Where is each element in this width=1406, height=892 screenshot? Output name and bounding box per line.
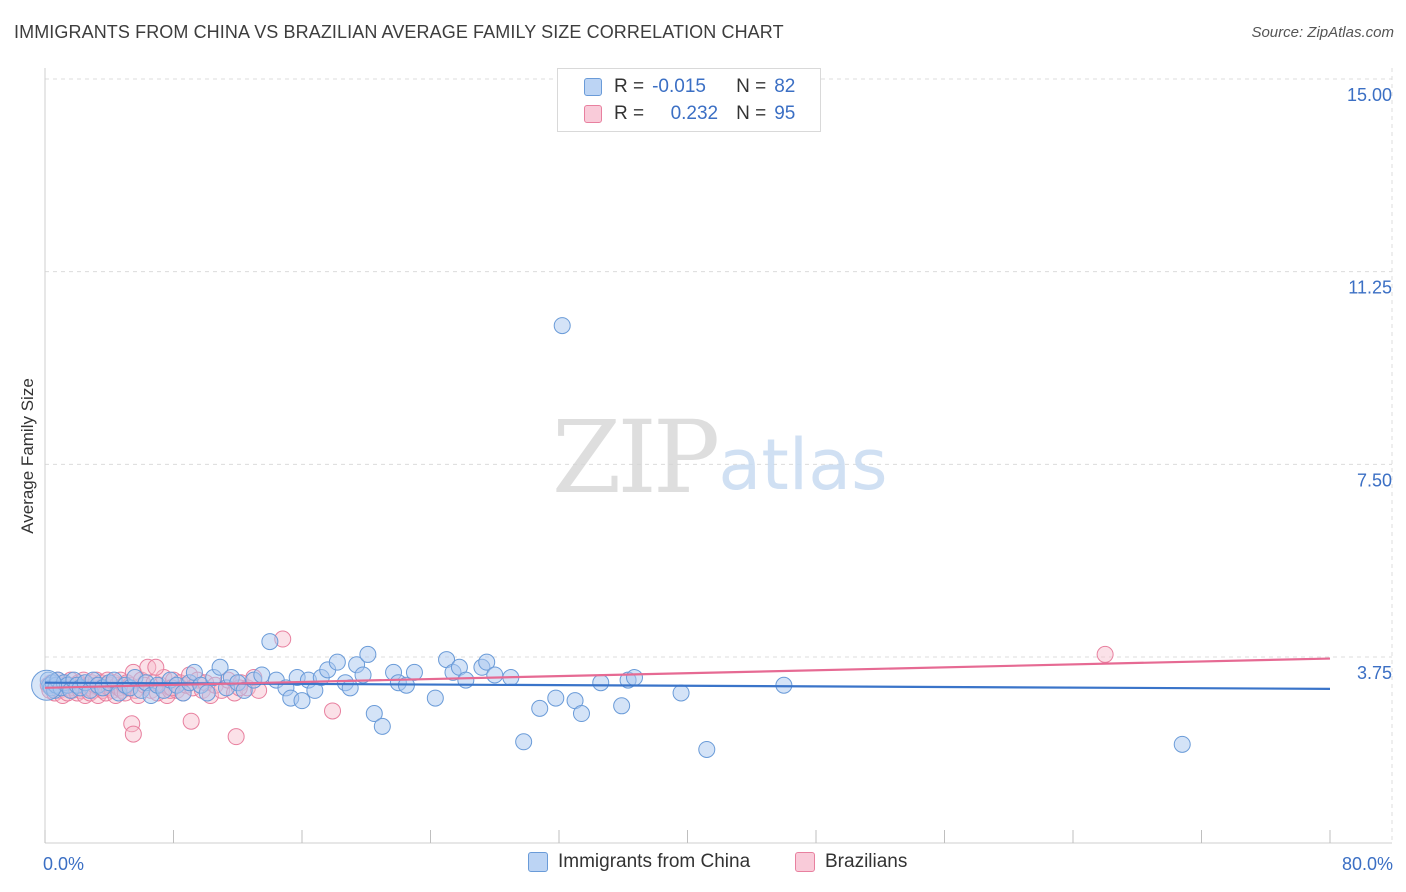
china-point — [261, 633, 279, 651]
china-point — [328, 653, 346, 671]
china-point — [405, 663, 423, 681]
legend-item-label: Immigrants from China — [558, 851, 751, 872]
china-point — [198, 684, 216, 702]
source-label: Source: ZipAtlas.com — [1251, 24, 1394, 41]
legend-n-value: 95 — [774, 103, 796, 124]
brazil-swatch — [795, 852, 815, 872]
legend-row-brazil: R = 0.232 N = 95 — [584, 102, 795, 126]
china-point — [373, 717, 391, 735]
china-point — [478, 653, 496, 671]
legend-r-label: R = — [614, 103, 645, 124]
legend-r-value: -0.015 — [652, 76, 706, 97]
axes — [44, 68, 1392, 844]
watermark-zip: ZIP — [552, 399, 717, 516]
legend-r-value: 0.232 — [670, 103, 719, 124]
china-point — [359, 645, 377, 663]
legend-n-label: N = — [736, 76, 767, 97]
trend-lines — [44, 657, 1331, 690]
brazil-point — [227, 728, 245, 746]
china-point — [486, 666, 504, 684]
brazil-swatch — [584, 105, 602, 123]
china-point — [293, 692, 311, 710]
legend-item-china[interactable]: Immigrants from China — [528, 851, 750, 873]
china-point — [341, 679, 359, 697]
brazil-point — [324, 702, 342, 720]
china-point — [592, 674, 610, 692]
x-tick-label: 0.0% — [43, 854, 84, 874]
china-point — [365, 705, 383, 723]
china-point — [672, 684, 690, 702]
brazil-point — [124, 725, 142, 743]
china-swatch — [528, 852, 548, 872]
china-point — [547, 689, 565, 707]
china-points — [31, 317, 1191, 758]
china-point — [253, 666, 271, 684]
y-tick-label: 3.75 — [1357, 663, 1392, 683]
y-tick-label: 7.50 — [1357, 470, 1392, 490]
china-swatch — [584, 78, 602, 96]
legend-item-brazil[interactable]: Brazilians — [795, 851, 907, 873]
china-point — [613, 697, 631, 715]
y-tick-label: 11.25 — [1348, 278, 1392, 298]
bottom-legend: Immigrants from China Brazilians — [0, 851, 1406, 877]
brazil-trend-line — [44, 657, 1331, 689]
legend-n-value: 82 — [774, 76, 796, 97]
y-tick-label: 15.00 — [1347, 85, 1392, 105]
china-point-cluster — [31, 669, 63, 701]
chart-title: IMMIGRANTS FROM CHINA VS BRAZILIAN AVERA… — [14, 22, 784, 42]
legend-row-china: R = -0.015 N = 82 — [584, 75, 795, 99]
x-tick-label: 80.0% — [1342, 854, 1393, 874]
watermark-atlas: atlas — [718, 424, 887, 506]
china-point — [625, 669, 643, 687]
brazil-point — [147, 658, 165, 676]
china-point — [515, 733, 533, 751]
brazil-point — [1096, 645, 1114, 663]
china-point — [426, 689, 444, 707]
china-point — [531, 699, 549, 717]
legend: R = -0.015 N = 82 R = 0.232 N = 95 — [557, 68, 821, 132]
grid-lines — [45, 68, 1393, 843]
legend-item-label: Brazilians — [825, 851, 908, 872]
brazil-point — [182, 712, 200, 730]
china-point — [211, 658, 229, 676]
china-point — [553, 317, 571, 335]
china-point — [1173, 735, 1191, 753]
legend-n-label: N = — [736, 103, 767, 124]
china-point — [572, 705, 590, 723]
china-point — [354, 666, 372, 684]
legend-r-label: R = — [614, 76, 645, 97]
china-point — [698, 740, 716, 758]
tick-labels: 3.75 7.50 11.25 15.00 0.0% 80.0% — [43, 85, 1393, 874]
